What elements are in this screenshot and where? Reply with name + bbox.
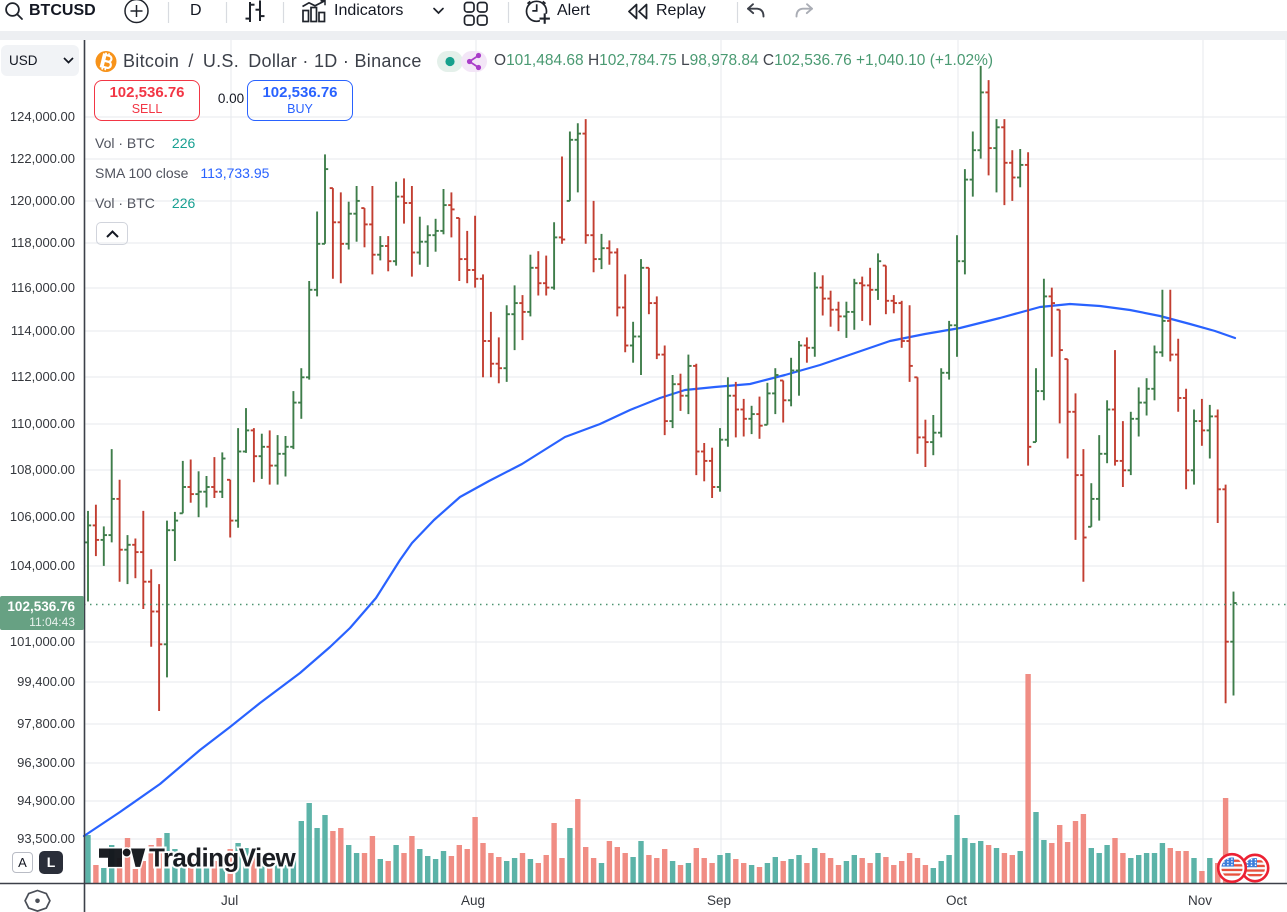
svg-text:TradingView: TradingView [149, 843, 296, 873]
